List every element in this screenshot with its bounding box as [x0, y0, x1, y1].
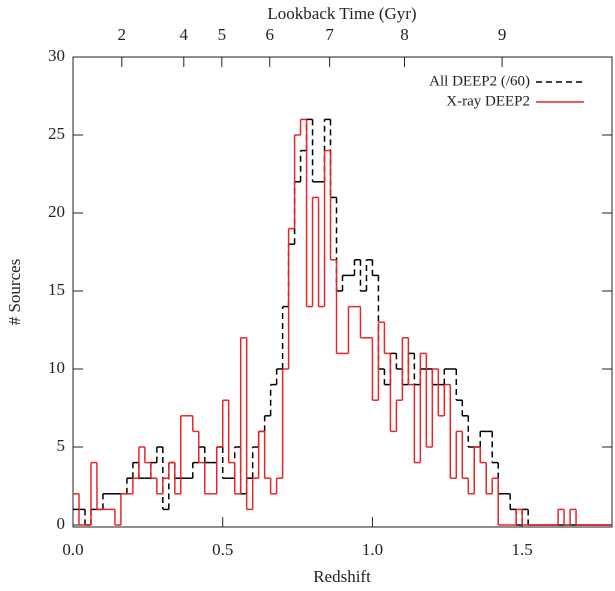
y-axis-title: # Sources — [5, 259, 24, 326]
legend-label: All DEEP2 (/60) — [429, 73, 530, 89]
y-tick-label: 25 — [48, 124, 65, 143]
y-tick-label: 10 — [48, 358, 65, 377]
top-axis-title: Lookback Time (Gyr) — [267, 4, 416, 23]
x-axis-title: Redshift — [313, 567, 371, 586]
top-tick-label: 4 — [180, 25, 189, 44]
top-tick-label: 8 — [400, 25, 409, 44]
legend-label: X-ray DEEP2 — [446, 93, 530, 109]
x-tick-label: 1.5 — [512, 540, 533, 559]
x-tick-label: 1.0 — [362, 540, 383, 559]
y-tick-label: 0 — [57, 514, 66, 533]
x-tick-label: 0.5 — [212, 540, 233, 559]
plot-frame — [72, 56, 613, 528]
y-tick-label: 20 — [48, 202, 65, 221]
top-tick-label: 6 — [265, 25, 274, 44]
y-tick-label: 15 — [48, 280, 65, 299]
x-tick-label: 0.0 — [62, 540, 83, 559]
top-tick-label: 9 — [498, 25, 507, 44]
y-tick-label: 30 — [48, 46, 65, 65]
top-tick-label: 5 — [218, 25, 227, 44]
top-tick-label: 7 — [325, 25, 334, 44]
y-tick-label: 5 — [57, 436, 66, 455]
top-tick-label: 2 — [118, 25, 127, 44]
